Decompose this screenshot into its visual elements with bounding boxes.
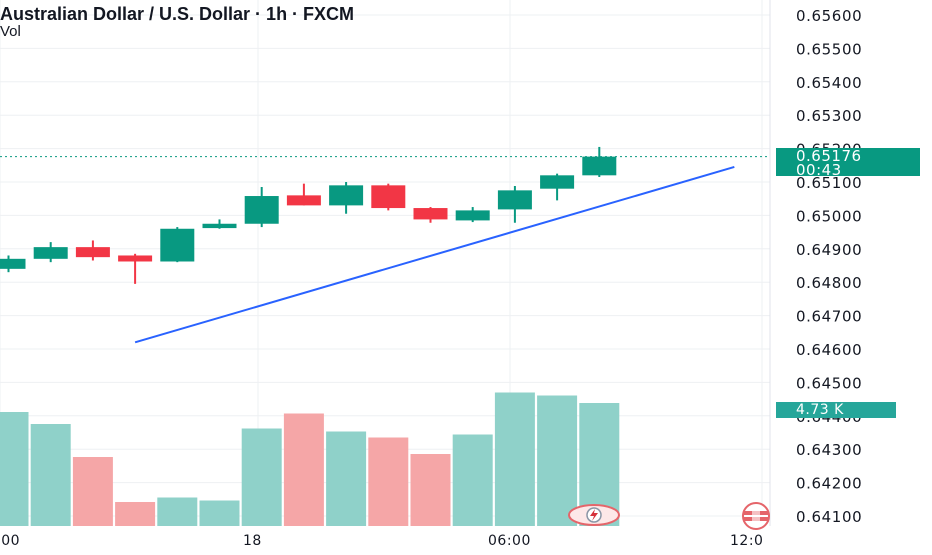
bar-countdown: 00:43 bbox=[796, 161, 842, 179]
volume-bar[interactable] bbox=[326, 431, 367, 527]
candle-body[interactable] bbox=[244, 196, 279, 224]
volume-bar[interactable] bbox=[410, 454, 451, 526]
candle-body[interactable] bbox=[497, 190, 532, 210]
symbol-title[interactable]: Australian Dollar / U.S. Dollar · 1h · F… bbox=[0, 4, 355, 24]
volume-bar[interactable] bbox=[494, 392, 535, 527]
volume-bar[interactable] bbox=[283, 413, 324, 527]
price-axis-label: 0.65600 bbox=[796, 7, 862, 25]
price-axis-label: 0.65300 bbox=[796, 107, 862, 125]
exchange-logo-icon[interactable] bbox=[742, 502, 770, 530]
price-axis-label: 0.64100 bbox=[796, 508, 862, 526]
volume-indicator-label[interactable]: Vol bbox=[0, 23, 21, 40]
time-axis-label: 12:0 bbox=[730, 533, 763, 549]
volume-bar[interactable] bbox=[368, 437, 409, 527]
candle-body[interactable] bbox=[455, 210, 490, 221]
volume-bar[interactable] bbox=[30, 424, 71, 526]
candle-body[interactable] bbox=[540, 175, 575, 189]
candle-body[interactable] bbox=[582, 156, 617, 176]
price-axis-label: 0.64900 bbox=[796, 241, 862, 259]
volume-bar[interactable] bbox=[115, 502, 156, 526]
price-axis-label: 0.65500 bbox=[796, 40, 862, 58]
chart-header: Australian Dollar / U.S. Dollar · 1h · F… bbox=[0, 4, 354, 40]
candle-body[interactable] bbox=[118, 255, 153, 262]
candle-body[interactable] bbox=[75, 247, 110, 258]
candle-body[interactable] bbox=[413, 208, 448, 220]
price-axis-label: 0.64600 bbox=[796, 341, 862, 359]
time-axis-label: :00 bbox=[0, 533, 20, 549]
price-axis-label: 0.64800 bbox=[796, 274, 862, 292]
candle-body[interactable] bbox=[286, 195, 321, 206]
trendline[interactable] bbox=[134, 166, 735, 344]
price-axis-label: 0.65400 bbox=[796, 74, 862, 92]
price-axis-label: 0.64200 bbox=[796, 475, 862, 493]
candle-body[interactable] bbox=[0, 258, 26, 269]
volume-bar[interactable] bbox=[0, 412, 29, 526]
volume-value-tag: 4.73 K bbox=[776, 402, 896, 418]
candle-body[interactable] bbox=[371, 185, 406, 209]
price-axis-label: 0.64300 bbox=[796, 441, 862, 459]
candle-body[interactable] bbox=[329, 185, 364, 206]
price-axis-label: 0.65100 bbox=[796, 174, 862, 192]
volume-bar[interactable] bbox=[537, 395, 578, 527]
flash-badge-icon[interactable] bbox=[568, 504, 620, 526]
volume-bar[interactable] bbox=[72, 457, 113, 526]
price-axis-label: 0.65000 bbox=[796, 207, 862, 225]
candle-body[interactable] bbox=[202, 223, 237, 229]
time-axis-label: 18 bbox=[243, 533, 262, 549]
last-price-tag: 0.65176 00:43 bbox=[776, 147, 920, 179]
candle-body[interactable] bbox=[160, 228, 195, 262]
last-price-value: 0.65176 bbox=[796, 147, 862, 165]
volume-bar[interactable] bbox=[199, 500, 240, 527]
time-axis-label: 06:00 bbox=[488, 533, 531, 549]
price-axis-label: 0.64500 bbox=[796, 374, 862, 392]
volume-bar[interactable] bbox=[157, 497, 198, 527]
candle-body[interactable] bbox=[33, 247, 68, 259]
volume-bar[interactable] bbox=[452, 434, 493, 527]
volume-bar[interactable] bbox=[241, 428, 282, 527]
price-axis-label: 0.64700 bbox=[796, 308, 862, 326]
